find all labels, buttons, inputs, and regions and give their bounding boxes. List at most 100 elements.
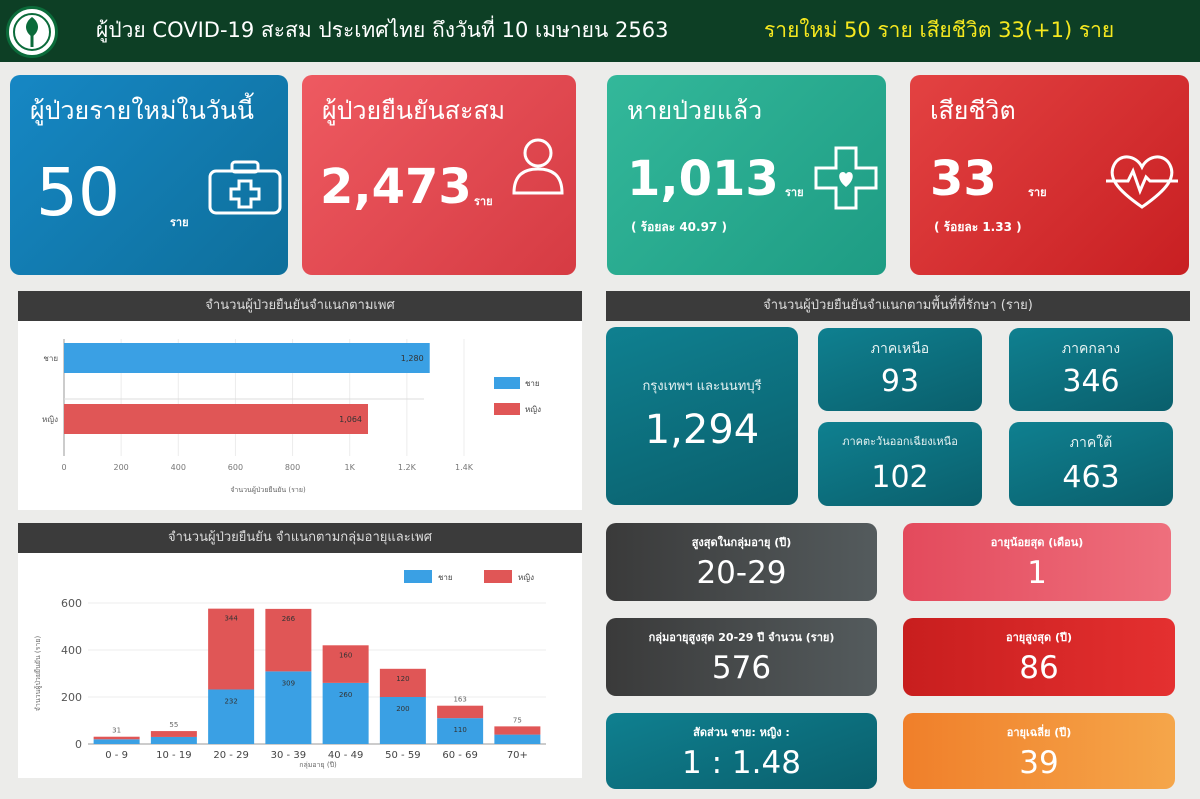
- female-data-label: 120: [396, 675, 409, 683]
- gender-bar-chart: 0 200 400 600 800 1K 1.2K 1.4K 1,280 ชาย 1,064 หญิง…: [42, 339, 541, 494]
- region-northeast: ภาคตะวันออกเฉียงเหนือ 102: [818, 422, 982, 506]
- x-tick-label: 50 - 59: [385, 750, 420, 761]
- region-bangkok: กรุงเทพฯ และนนทบุรี 1,294: [606, 327, 798, 505]
- bar-female: [150, 731, 197, 737]
- stat-peak-count: กลุ่มอายุสูงสุด 20-29 ปี จำนวน (ราย) 576: [606, 618, 877, 696]
- x-tick-label: 400: [171, 463, 186, 472]
- x-tick-label: 30 - 39: [271, 750, 306, 761]
- male-data-label: 110: [453, 726, 466, 734]
- x-axis-label: จำนวนผู้ป่วยยืนยัน (ราย): [230, 486, 306, 494]
- kpi-recovered-title: หายป่วยแล้ว: [627, 96, 763, 125]
- y-axis-label: จำนวนผู้ป่วยยืนยัน (ราย): [34, 636, 42, 712]
- bar-female: [494, 726, 541, 735]
- y-category-label: หญิง: [42, 415, 58, 424]
- bar-female: [265, 608, 312, 672]
- x-tick-label: 10 - 19: [156, 750, 191, 761]
- region-section-title: จำนวนผู้ป่วยยืนยันจำแนกตามพื้นที่ที่รักษ…: [606, 291, 1190, 321]
- female-data-label: 344: [224, 615, 238, 623]
- x-axis-label: กลุ่มอายุ (ปี): [299, 761, 337, 769]
- region-central-value: 346: [1062, 364, 1120, 399]
- region-north-value: 93: [880, 364, 920, 399]
- stat-ratio-value: 1 : 1.48: [682, 745, 801, 781]
- bar-female: [208, 608, 255, 690]
- kpi-recovered: หายป่วยแล้ว 1,013 ราย ( ร้อยละ 40.97 ): [607, 75, 886, 275]
- kpi-deaths: เสียชีวิต 33 ราย ( ร้อยละ 1.33 ): [910, 75, 1189, 275]
- bar-male: [150, 736, 197, 744]
- x-tick-label: 600: [228, 463, 243, 472]
- age-chart-panel: 0 200 400 600 31 0 - 9 55 10 - 19 232 344 20 - 29 3…: [18, 553, 582, 778]
- x-tick-label: 200: [114, 463, 129, 472]
- kpi-total-cases: ผู้ป่วยยืนยันสะสม 2,473 ราย: [302, 75, 576, 275]
- bar-male: [93, 739, 140, 744]
- region-south-label: ภาคใต้: [1069, 435, 1113, 451]
- bar-male: [437, 718, 484, 744]
- stat-median-label: อายุเฉลี่ย (ปี): [1006, 726, 1072, 739]
- x-tick-label: 1K: [345, 463, 356, 472]
- region-central: ภาคกลาง 346: [1009, 328, 1173, 411]
- y-tick-label: 0: [75, 738, 82, 751]
- stat-ratio-label: สัดส่วน ชาย: หญิง :: [693, 726, 790, 739]
- region-north-label: ภาคเหนือ: [870, 341, 930, 357]
- legend-label: ชาย: [525, 379, 540, 388]
- region-bangkok-label: กรุงเทพฯ และนนทบุรี: [642, 379, 762, 394]
- kpi-recovered-unit: ราย: [785, 186, 804, 199]
- kpi-new-unit: ราย: [170, 216, 189, 229]
- x-tick-label: 60 - 69: [442, 750, 477, 761]
- legend-label: หญิง: [518, 573, 534, 582]
- bar-data-label: 1,064: [339, 415, 362, 424]
- legend-label: หญิง: [525, 405, 541, 414]
- stat-peak-age-label: สูงสุดในกลุ่มอายุ (ปี): [691, 536, 792, 549]
- y-tick-label: 200: [61, 691, 82, 704]
- kpi-total-title: ผู้ป่วยยืนยันสะสม: [322, 96, 506, 125]
- bar-male: [265, 671, 312, 744]
- kpi-new-cases: ผู้ป่วยรายใหม่ในวันนี้ 50 ราย: [10, 75, 288, 275]
- stat-peak-count-label: กลุ่มอายุสูงสุด 20-29 ปี จำนวน (ราย): [648, 631, 835, 644]
- legend-swatch-male: [404, 570, 432, 583]
- male-data-label: 260: [339, 691, 352, 699]
- region-bangkok-value: 1,294: [644, 407, 760, 453]
- x-tick-label: 70+: [507, 750, 528, 761]
- header-summary: รายใหม่ 50 ราย เสียชีวิต 33(+1) ราย: [764, 18, 1115, 42]
- x-tick-label: 800: [285, 463, 300, 472]
- stat-median-age: อายุเฉลี่ย (ปี) 39: [903, 713, 1175, 789]
- region-central-label: ภาคกลาง: [1061, 341, 1121, 357]
- kpi-deaths-title: เสียชีวิต: [930, 96, 1016, 125]
- first-aid-kit-icon: [206, 157, 284, 221]
- y-tick-label: 600: [61, 597, 82, 610]
- bar-male: [322, 682, 369, 744]
- kpi-deaths-percent: ( ร้อยละ 1.33 ): [934, 220, 1022, 234]
- x-tick-label: 1.4K: [455, 463, 474, 472]
- bar-female: [437, 705, 484, 719]
- bar-data-label: 1,280: [401, 354, 424, 363]
- gender-chart-panel: 0 200 400 600 800 1K 1.2K 1.4K 1,280 ชาย 1,064 หญิง…: [18, 321, 582, 510]
- male-data-label: 232: [224, 697, 237, 705]
- bar-female: [379, 668, 426, 697]
- stat-median-value: 39: [1019, 745, 1059, 781]
- kpi-new-value: 50: [36, 154, 120, 231]
- kpi-total-unit: ราย: [474, 195, 493, 208]
- medical-cross-heart-icon: [811, 143, 881, 217]
- x-tick-label: 40 - 49: [328, 750, 363, 761]
- kpi-recovered-value: 1,013: [627, 151, 779, 207]
- person-icon: [508, 133, 568, 201]
- y-category-label: ชาย: [43, 354, 58, 363]
- stat-peak-age: สูงสุดในกลุ่มอายุ (ปี) 20-29: [606, 523, 877, 601]
- kpi-deaths-unit: ราย: [1028, 186, 1047, 199]
- stat-oldest: อายุสูงสุด (ปี) 86: [903, 618, 1175, 696]
- bar-male: [208, 689, 255, 744]
- bar-male: [494, 734, 541, 744]
- region-south: ภาคใต้ 463: [1009, 422, 1173, 506]
- total-data-label: 163: [453, 696, 466, 704]
- stat-peak-age-value: 20-29: [696, 555, 787, 591]
- bar-male: [64, 343, 430, 373]
- region-south-value: 463: [1062, 460, 1120, 495]
- bar-female: [64, 404, 368, 434]
- female-data-label: 266: [282, 615, 296, 623]
- kpi-recovered-percent: ( ร้อยละ 40.97 ): [631, 220, 727, 234]
- age-stacked-bar-chart: 0 200 400 600 31 0 - 9 55 10 - 19 232 344 20 - 29 3…: [34, 570, 546, 769]
- stat-ratio: สัดส่วน ชาย: หญิง : 1 : 1.48: [606, 713, 877, 789]
- male-data-label: 200: [396, 705, 409, 713]
- legend-label: ชาย: [438, 573, 453, 582]
- legend-swatch-female: [484, 570, 512, 583]
- total-data-label: 55: [169, 721, 178, 729]
